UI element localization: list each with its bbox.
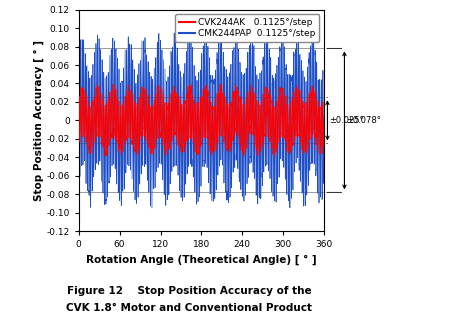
Text: ±0.025°: ±0.025°	[329, 116, 364, 125]
Legend: CVK244AK   0.1125°/step, CMK244PAP  0.1125°/step: CVK244AK 0.1125°/step, CMK244PAP 0.1125°…	[175, 14, 320, 42]
Text: CVK 1.8° Motor and Conventional Product: CVK 1.8° Motor and Conventional Product	[66, 303, 312, 313]
Y-axis label: Stop Position Accuracy [ ° ]: Stop Position Accuracy [ ° ]	[33, 40, 44, 201]
Text: Figure 12    Stop Position Accuracy of the: Figure 12 Stop Position Accuracy of the	[67, 285, 311, 296]
X-axis label: Rotation Angle (Theoretical Angle) [ ° ]: Rotation Angle (Theoretical Angle) [ ° ]	[86, 255, 317, 265]
Text: ±0.078°: ±0.078°	[346, 116, 381, 125]
